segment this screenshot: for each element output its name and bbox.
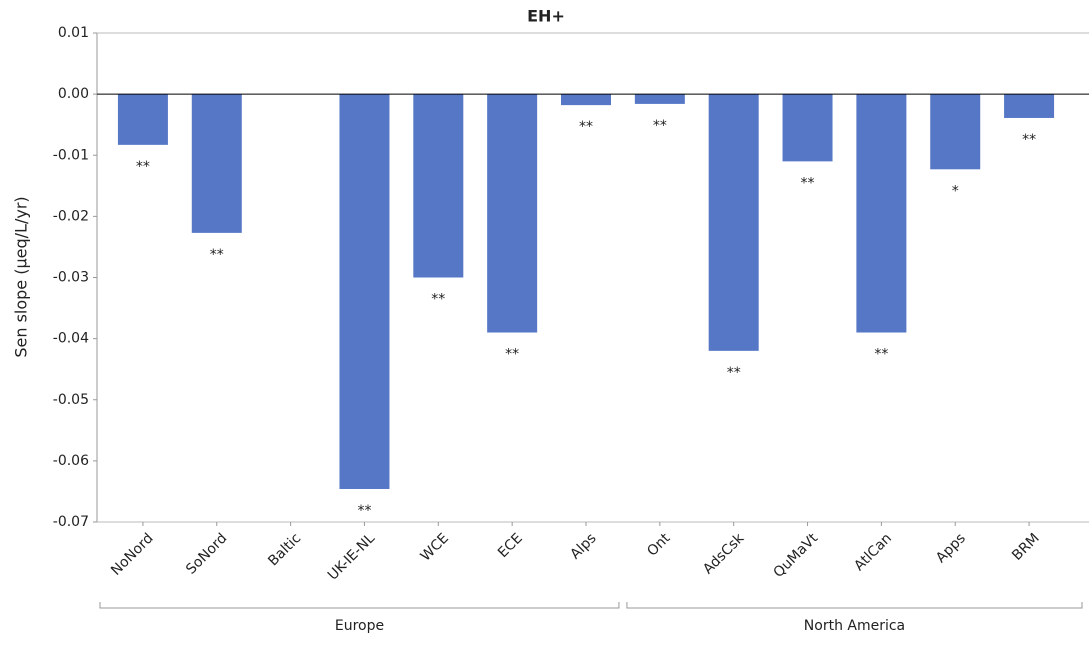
bar xyxy=(782,94,833,162)
x-tick-label: Baltic xyxy=(265,530,304,569)
x-tick-label: AtlCan xyxy=(851,530,895,574)
significance-label: ** xyxy=(357,503,371,519)
significance-label: ** xyxy=(874,347,888,363)
y-tick-label: -0.02 xyxy=(53,208,89,224)
x-tick-label: ECE xyxy=(495,530,526,561)
bar xyxy=(1004,94,1055,118)
y-tick-label: -0.06 xyxy=(53,453,89,469)
y-tick-label: -0.05 xyxy=(53,392,89,408)
x-tick-label: Ont xyxy=(644,530,674,560)
y-tick-label: 0.01 xyxy=(58,25,89,41)
x-tick-label: AdsCsk xyxy=(700,530,748,578)
y-tick-label: -0.07 xyxy=(53,514,89,530)
bar xyxy=(708,94,759,351)
group-label: North America xyxy=(804,618,905,634)
significance-label: ** xyxy=(210,247,224,263)
y-tick-label: 0.00 xyxy=(58,86,89,102)
y-tick-label: -0.01 xyxy=(53,147,89,163)
bar xyxy=(413,94,464,278)
significance-label: ** xyxy=(431,292,445,308)
significance-label: ** xyxy=(801,175,815,191)
x-tick-label: WCE xyxy=(418,530,452,564)
bar xyxy=(191,94,242,233)
bar xyxy=(634,94,685,104)
bar xyxy=(561,94,611,106)
significance-label: ** xyxy=(1022,132,1036,148)
significance-label: ** xyxy=(653,118,667,134)
chart-title: EH+ xyxy=(527,7,565,26)
group-bracket xyxy=(99,602,620,609)
significance-label: ** xyxy=(136,159,150,175)
x-tick-label: NoNord xyxy=(108,530,156,578)
x-tick-label: Alps xyxy=(567,530,599,562)
x-tick-label: UK-IE-NL xyxy=(325,530,378,583)
significance-label: ** xyxy=(727,365,741,381)
y-tick-label: -0.03 xyxy=(53,270,89,286)
group-bracket xyxy=(626,602,1083,609)
bar xyxy=(930,94,981,170)
y-axis-label: Sen slope (µeq/L/yr) xyxy=(12,196,31,357)
x-tick-label: SoNord xyxy=(183,530,230,577)
y-tick-label: -0.04 xyxy=(53,331,89,347)
significance-label: ** xyxy=(505,347,519,363)
bar xyxy=(487,94,538,333)
x-tick-label: Apps xyxy=(933,530,969,566)
bar xyxy=(856,94,907,333)
x-tick-label: BRM xyxy=(1009,530,1043,564)
bar xyxy=(339,94,390,489)
significance-label: * xyxy=(952,183,959,199)
group-label: Europe xyxy=(335,618,384,634)
bar xyxy=(117,94,168,145)
significance-label: ** xyxy=(579,119,593,135)
x-tick-label: QuMaVt xyxy=(771,530,822,581)
